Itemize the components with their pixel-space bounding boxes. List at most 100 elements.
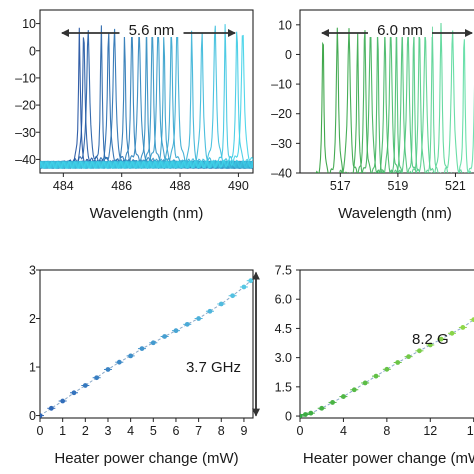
y-tick-label: –30 xyxy=(15,126,36,140)
spectrum-line xyxy=(376,25,403,173)
data-point xyxy=(406,354,411,360)
panel-top-right: 517 519 521 10 0 –10 –20 –30 –40 Wavelength (nm) 6… xyxy=(271,9,474,222)
plot-area xyxy=(315,22,474,173)
panel-top-left: 484 486 488 490 10 0 –10 –20 –30 –40 Wavelength (n… xyxy=(15,9,254,222)
data-point xyxy=(82,383,88,388)
x-tick-label: 0 xyxy=(297,424,304,438)
y-tick-label: 2 xyxy=(29,312,36,326)
data-point xyxy=(105,367,111,372)
data-point xyxy=(384,366,390,372)
y-tick-label: –10 xyxy=(15,71,36,85)
data-point xyxy=(60,398,66,404)
plot-frame xyxy=(299,269,474,419)
x-tick-label: 517 xyxy=(330,179,351,193)
y-tick-label: 0 xyxy=(285,48,292,62)
fit-line xyxy=(300,318,474,417)
data-point xyxy=(48,405,54,411)
y-tick-label: –40 xyxy=(15,153,36,167)
data-point xyxy=(173,328,179,334)
x-axis-label: Heater power change (mW) xyxy=(54,450,238,467)
y-tick-label: –40 xyxy=(271,167,292,181)
y-tick-label: –20 xyxy=(15,99,36,113)
x-tick-label: 1 xyxy=(59,424,66,438)
data-point xyxy=(196,316,202,321)
data-point xyxy=(362,380,368,386)
y-tick-label: 0 xyxy=(29,44,36,58)
x-tick-label: 490 xyxy=(228,179,249,193)
y-tick-label: –10 xyxy=(271,78,292,92)
data-point xyxy=(330,400,335,405)
y-tick-label: 10 xyxy=(278,18,292,32)
spectrum-line xyxy=(439,30,467,173)
panel-bottom-left: 0 1 2 3 4 5 6 7 8 9 0 1 2 3 Heater power change (mW) 3.… xyxy=(29,264,260,467)
data-point xyxy=(460,325,466,330)
x-tick-label: 2 xyxy=(82,424,89,438)
x-tick-label: 9 xyxy=(240,424,247,438)
data-point xyxy=(218,301,224,307)
x-axis-label: Wavelength (nm) xyxy=(90,205,204,222)
span-label-bg xyxy=(119,21,184,37)
data-point xyxy=(248,278,253,284)
y-tick-label: 7.5 xyxy=(275,264,292,278)
data-point xyxy=(241,284,247,290)
spectrum-line xyxy=(40,23,253,170)
plot-area xyxy=(40,22,253,170)
data-point xyxy=(150,340,156,346)
span-label: 3.7 GHz xyxy=(186,359,241,376)
data-point xyxy=(373,373,379,379)
x-tick-label: 4 xyxy=(127,424,134,438)
data-point xyxy=(128,353,134,359)
x-tick-label: 12 xyxy=(423,424,437,438)
panel-bottom-right: 0 4 8 12 16 0 1.5 3.0 4.5 6.0 7.5 Heater power chan… xyxy=(275,264,474,467)
spectrum-line xyxy=(389,23,406,173)
data-point xyxy=(40,413,43,418)
data-point xyxy=(449,330,455,336)
plot-area xyxy=(40,278,253,418)
data-point xyxy=(351,387,357,393)
x-tick-label: 0 xyxy=(37,424,44,438)
y-tick-label: 6.0 xyxy=(275,293,292,307)
x-tick-label: 16 xyxy=(467,424,474,438)
data-point xyxy=(395,360,401,365)
data-point xyxy=(427,342,433,348)
span-label: 6.0 nm xyxy=(377,22,423,39)
x-tick-label: 8 xyxy=(218,424,225,438)
data-point xyxy=(207,308,213,314)
y-tick-label: 0 xyxy=(29,409,36,423)
data-point xyxy=(162,334,168,339)
data-point xyxy=(341,394,346,399)
y-tick-label: 1.5 xyxy=(275,380,292,394)
y-tick-label: 0 xyxy=(285,410,292,424)
y-tick-label: 4.5 xyxy=(275,322,292,336)
spectrum-line xyxy=(326,27,348,173)
y-tick-label: 3.0 xyxy=(275,351,292,365)
span-label: 5.6 nm xyxy=(129,22,175,39)
data-point xyxy=(230,293,236,299)
y-tick-label: 1 xyxy=(29,361,36,375)
plot-frame xyxy=(299,9,474,174)
x-tick-label: 4 xyxy=(340,424,347,438)
data-point xyxy=(319,405,325,411)
y-tick-label: 3 xyxy=(29,264,36,278)
x-tick-label: 521 xyxy=(445,179,466,193)
data-point xyxy=(116,359,122,365)
y-tick-label: –30 xyxy=(271,137,292,151)
data-point xyxy=(184,321,190,327)
data-point xyxy=(308,410,314,416)
plot-frame xyxy=(39,9,254,174)
spectrum-line xyxy=(40,34,253,170)
x-tick-label: 519 xyxy=(387,179,408,193)
span-label-bg xyxy=(368,21,432,37)
spectrum-line xyxy=(40,25,253,170)
y-tick-label: –20 xyxy=(271,107,292,121)
data-point xyxy=(303,412,308,417)
x-tick-label: 8 xyxy=(383,424,390,438)
x-tick-label: 3 xyxy=(105,424,112,438)
x-tick-label: 484 xyxy=(53,179,74,193)
x-tick-label: 488 xyxy=(170,179,191,193)
x-tick-label: 5 xyxy=(150,424,157,438)
data-point xyxy=(139,346,145,352)
spectrum-line xyxy=(389,30,416,173)
data-point xyxy=(438,336,444,342)
